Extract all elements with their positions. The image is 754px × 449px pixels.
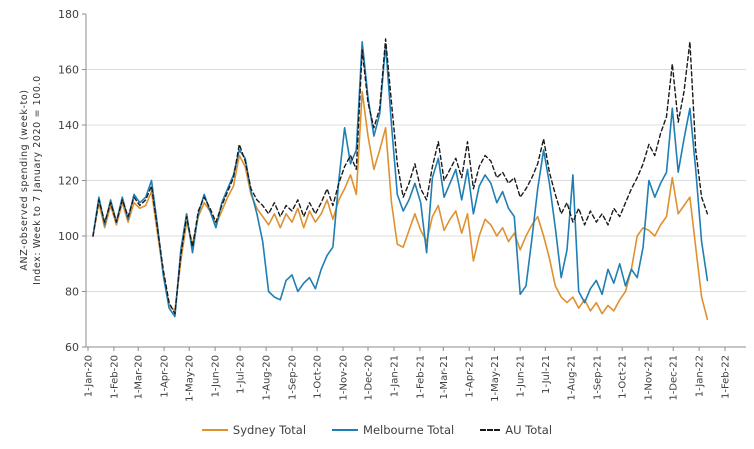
au-line-swatch-icon (480, 429, 501, 431)
svg-text:100: 100 (58, 230, 79, 243)
svg-text:1-Aug-21: 1-Aug-21 (567, 355, 578, 401)
legend-item-melbourne: Melbourne Total (332, 423, 454, 437)
svg-text:180: 180 (58, 8, 79, 21)
svg-text:1-Jan-22: 1-Jan-22 (695, 355, 706, 397)
svg-text:1-Apr-20: 1-Apr-20 (160, 355, 171, 398)
svg-text:1-Nov-21: 1-Nov-21 (644, 355, 655, 401)
svg-text:1-Dec-20: 1-Dec-20 (364, 355, 375, 401)
svg-text:1-Oct-20: 1-Oct-20 (313, 355, 324, 399)
svg-text:1-Nov-20: 1-Nov-20 (339, 355, 350, 401)
svg-text:1-Mar-21: 1-Mar-21 (439, 355, 450, 400)
svg-text:1-Dec-21: 1-Dec-21 (669, 355, 680, 401)
svg-text:1-Jul-20: 1-Jul-20 (236, 355, 247, 394)
legend-item-au: AU Total (480, 423, 552, 437)
svg-text:1-Sep-20: 1-Sep-20 (288, 355, 299, 400)
svg-text:1-Jun-21: 1-Jun-21 (516, 355, 527, 398)
svg-text:1-Jan-21: 1-Jan-21 (390, 355, 401, 397)
svg-text:1-May-20: 1-May-20 (185, 355, 196, 402)
svg-text:1-Sep-21: 1-Sep-21 (593, 355, 604, 400)
svg-text:140: 140 (58, 119, 79, 132)
legend-item-sydney: Sydney Total (201, 423, 307, 437)
svg-text:160: 160 (58, 64, 79, 77)
svg-text:60: 60 (65, 341, 79, 354)
svg-text:1-Feb-20: 1-Feb-20 (109, 355, 120, 399)
svg-text:80: 80 (65, 286, 79, 299)
svg-text:1-Aug-20: 1-Aug-20 (262, 355, 273, 401)
svg-text:1-Oct-21: 1-Oct-21 (618, 355, 629, 399)
legend: Sydney Total Melbourne Total AU Total (0, 423, 754, 437)
svg-text:1-Jun-20: 1-Jun-20 (211, 355, 222, 398)
svg-text:1-Feb-21: 1-Feb-21 (415, 355, 426, 399)
legend-label-sydney: Sydney Total (232, 423, 307, 437)
svg-text:1-May-21: 1-May-21 (490, 355, 501, 402)
legend-label-au: AU Total (505, 423, 553, 437)
legend-label-melbourne: Melbourne Total (363, 423, 455, 437)
svg-text:1-Apr-21: 1-Apr-21 (465, 355, 476, 398)
svg-text:1-Mar-20: 1-Mar-20 (134, 355, 145, 400)
svg-text:1-Jan-20: 1-Jan-20 (84, 355, 95, 397)
plot-area: 60 80 100 120 140 160 180 1-Jan-20 1-Feb-20 1-Mar… (58, 8, 746, 402)
svg-text:120: 120 (58, 175, 79, 188)
svg-text:1-Feb-22: 1-Feb-22 (721, 355, 732, 399)
svg-text:1-Jul-21: 1-Jul-21 (541, 355, 552, 394)
melbourne-line-swatch-icon (332, 429, 359, 431)
sydney-line-swatch-icon (201, 429, 228, 431)
